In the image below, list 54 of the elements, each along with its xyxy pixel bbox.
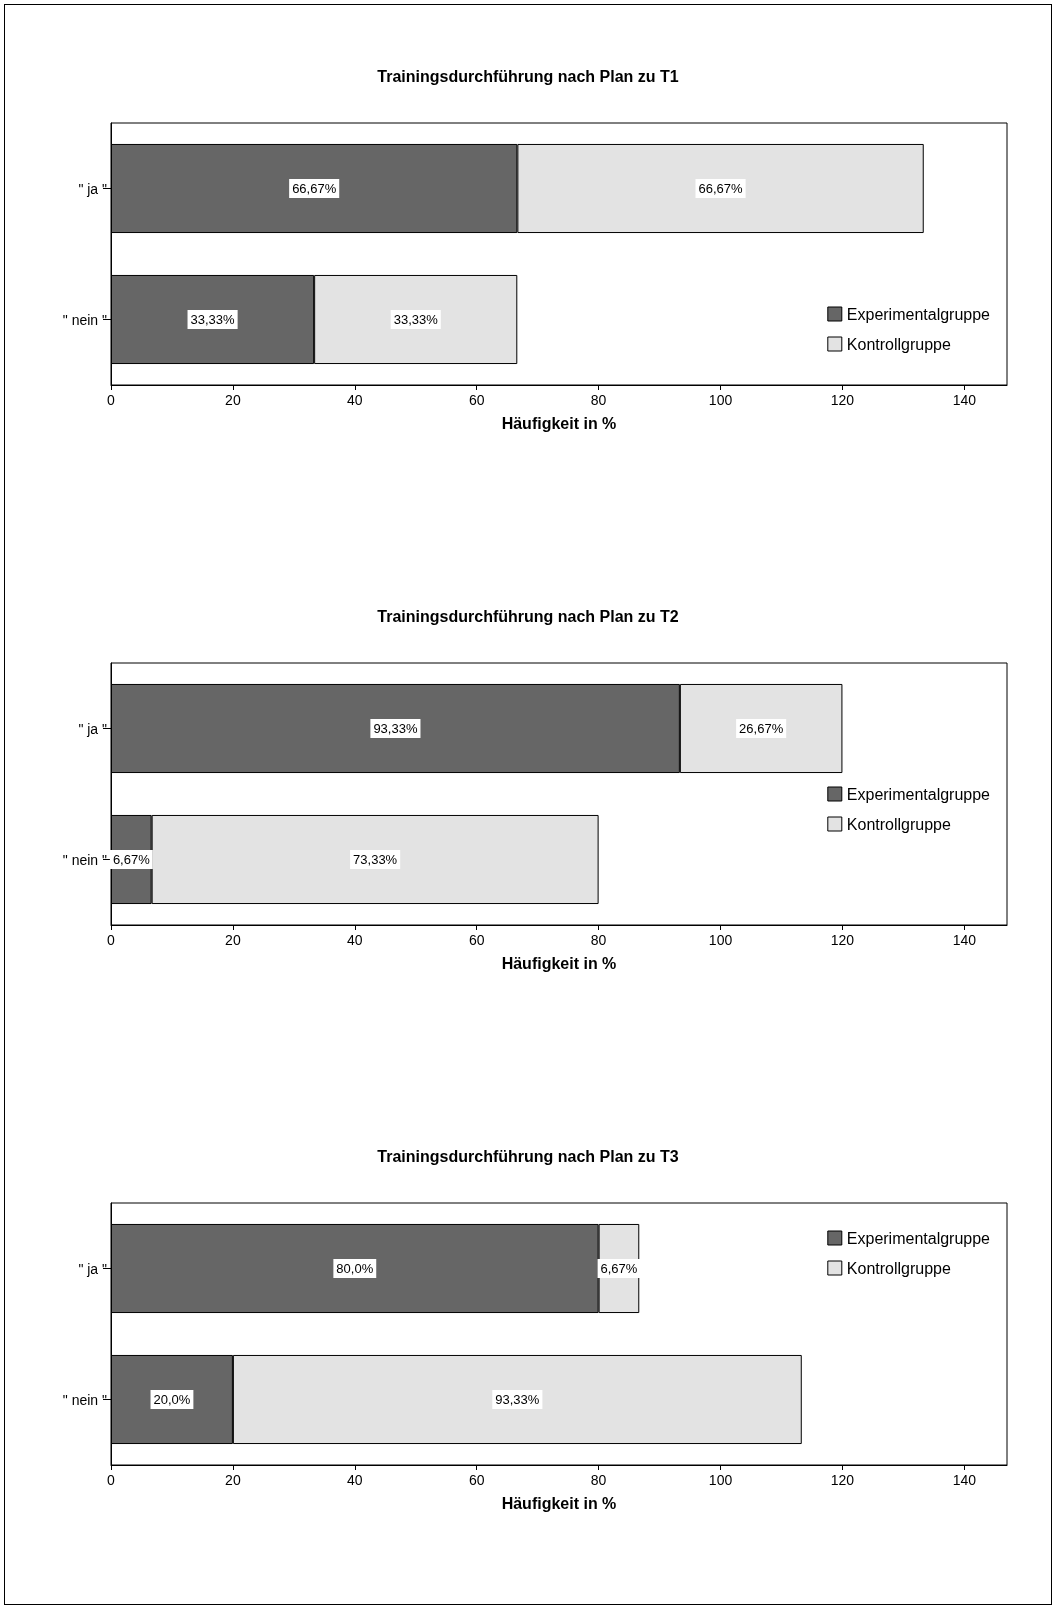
x-tick-label: 120: [830, 392, 855, 408]
x-tick-label: 40: [347, 392, 363, 408]
x-tick-label: 140: [952, 392, 977, 408]
data-label: 93,33%: [373, 721, 418, 736]
x-tick-label: 20: [225, 932, 241, 948]
data-label: 20,0%: [153, 1392, 191, 1407]
x-axis-title: Häufigkeit in %: [501, 414, 617, 432]
legend-label: Kontrollgruppe: [846, 1259, 951, 1277]
chart-title: Trainingsdurchführung nach Plan zu T3: [377, 1147, 679, 1165]
chart-title: Trainingsdurchführung nach Plan zu T1: [377, 67, 679, 85]
data-label: 26,67%: [739, 721, 784, 736]
x-tick-label: 60: [468, 392, 485, 408]
legend-label: Kontrollgruppe: [846, 815, 951, 833]
x-tick-label: 140: [952, 1472, 977, 1488]
chart-title: Trainingsdurchführung nach Plan zu T2: [377, 607, 679, 625]
x-tick-label: 20: [225, 392, 241, 408]
x-tick-label: 80: [590, 1472, 607, 1488]
x-tick-label: 40: [347, 932, 363, 948]
legend-label: Experimentalgruppe: [846, 305, 991, 323]
data-label: 6,67%: [112, 852, 151, 867]
legend-label: Kontrollgruppe: [846, 335, 951, 353]
x-axis-title: Häufigkeit in %: [501, 954, 617, 972]
y-tick-label: " ja ": [78, 720, 108, 737]
x-tick-label: 80: [590, 932, 607, 948]
data-label: 80,0%: [336, 1261, 374, 1276]
x-tick-label: 100: [708, 1472, 733, 1488]
x-tick-label: 60: [468, 1472, 485, 1488]
data-label: 93,33%: [495, 1392, 540, 1407]
data-label: 66,67%: [292, 181, 337, 196]
x-tick-label: 0: [107, 392, 116, 408]
x-tick-label: 140: [952, 932, 977, 948]
y-tick-label: " nein ": [62, 1391, 108, 1408]
y-tick-label: " nein ": [62, 311, 108, 328]
data-label: 6,67%: [600, 1261, 638, 1276]
y-tick-label: " nein ": [62, 851, 108, 868]
data-label: 33,33%: [393, 312, 439, 327]
x-tick-label: 120: [830, 932, 855, 948]
x-axis-title: Häufigkeit in %: [501, 1494, 617, 1512]
x-tick-label: 120: [830, 1472, 855, 1488]
data-label: 66,67%: [698, 181, 744, 196]
x-tick-label: 100: [708, 392, 733, 408]
x-tick-label: 0: [107, 1472, 116, 1488]
data-label: 33,33%: [190, 312, 236, 327]
x-tick-label: 60: [468, 932, 485, 948]
y-tick-label: " ja ": [78, 180, 108, 197]
y-tick-label: " ja ": [78, 1260, 108, 1277]
legend-label: Experimentalgruppe: [846, 1229, 991, 1247]
x-tick-label: 100: [708, 932, 733, 948]
legend-label: Experimentalgruppe: [846, 785, 991, 803]
x-tick-label: 80: [590, 392, 607, 408]
x-tick-label: 0: [107, 932, 116, 948]
x-tick-label: 20: [225, 1472, 241, 1488]
x-tick-label: 40: [347, 1472, 363, 1488]
data-label: 73,33%: [353, 852, 398, 867]
